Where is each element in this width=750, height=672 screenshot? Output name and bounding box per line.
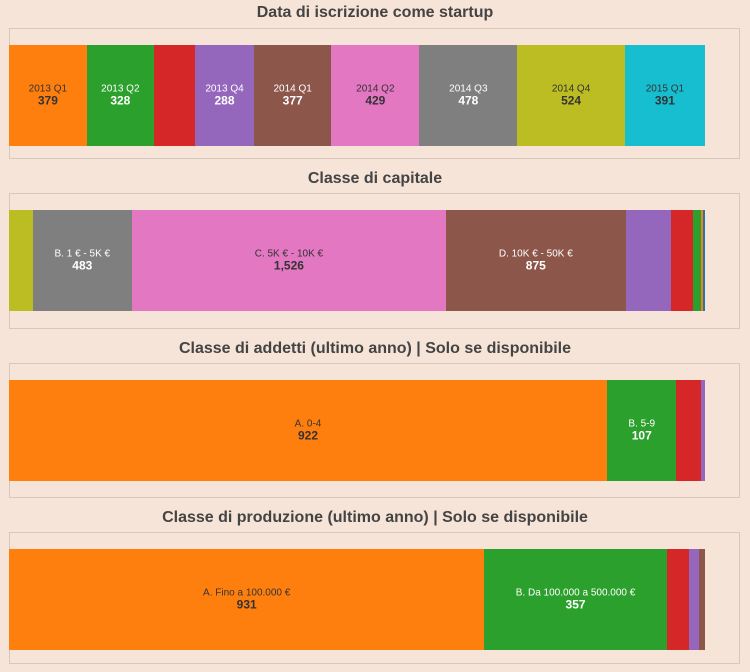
segment-value-label: 483 [72,258,93,273]
bar-segment[interactable]: D. 10K € - 50K €875 [445,210,626,311]
bar-segment[interactable]: A. Fino a 100.000 €931 [9,549,485,650]
bar-segment[interactable]: 2013 Q4 288 [194,45,255,146]
bar-segment[interactable] [701,380,705,481]
bar-segment[interactable] [692,210,701,311]
segment-value-label: 357 [565,597,586,612]
bar-segment[interactable] [689,549,699,650]
segment-category-label: 2013 Q1 [28,82,68,94]
bar-segment[interactable] [703,210,705,311]
chart-title-classe-produzione: Classe di produzione (ultimo anno) | Sol… [162,509,588,526]
segment-data-label: B. 1 € - 5K €483 [33,248,132,273]
bar-segment[interactable]: 2013 Q2 328 [86,45,154,146]
segment-value-label: 379 [37,93,58,108]
segment-category-label: C. 5K € - 10K € [254,247,324,259]
stacked-bar-classe-addetti: A. 0-4 922 B. 5-9 107 [9,380,705,481]
segment-category-label: D. 10K € - 50K € [498,247,573,259]
bar-segment[interactable]: A. 0-4 922 [9,380,608,481]
segment-value-label: 478 [458,93,479,108]
segment-data-label: 2013 Q1 379 [9,83,87,108]
segment-category-label: B. 1 € - 5K € [54,247,111,259]
bar-segment[interactable]: 2015 Q1 391 [624,45,705,146]
segment-category-label: 2013 Q4 [205,82,244,94]
bar-segment[interactable]: 2014 Q2 429 [331,45,420,146]
stacked-bar-classe-produzione: A. Fino a 100.000 €931 B. Da 100.000 a 50… [9,549,705,650]
bar-segment[interactable] [625,210,672,311]
bar-segment[interactable]: 2013 Q1 379 [9,45,87,146]
segment-category-label: 2014 Q4 [551,82,591,94]
bar-segment[interactable]: B. Da 100.000 a 500.000 €357 [484,549,667,650]
bar-segment[interactable] [153,45,195,146]
segment-data-label: 2015 Q1 391 [625,83,705,108]
segment-value-label: 377 [282,93,303,108]
segment-data-label: A. 0-4 922 [9,418,607,443]
bar-segment[interactable] [698,549,705,650]
segment-value-label: 1,526 [273,258,304,273]
stacked-bar-data-iscrizione: 2013 Q1 379 2013 Q2 328 2013 Q4 288 2014 Q1 377… [9,45,705,146]
segment-value-label: 931 [236,597,257,612]
segment-data-label: 2014 Q4 524 [517,83,624,108]
bar-segment[interactable] [671,210,693,311]
segment-data-label: B. 5-9 107 [607,418,676,443]
segment-value-label: 288 [214,93,235,108]
bar-segment[interactable] [700,210,704,311]
segment-value-label: 107 [631,428,652,443]
segment-category-label: A. Fino a 100.000 € [203,586,291,598]
bar-segment[interactable]: 2014 Q4 524 [517,45,625,146]
chart-title-data-iscrizione: Data di iscrizione come startup [256,4,494,21]
segment-data-label: 2014 Q2 429 [331,83,419,108]
segment-value-label: 429 [365,93,386,108]
segment-category-label: B. Da 100.000 a 500.000 € [515,586,636,598]
segment-data-label: C. 5K € - 10K €1,526 [132,248,446,273]
segment-category-label: 2014 Q2 [356,82,395,94]
bar-segment[interactable]: 2014 Q1 377 [254,45,332,146]
segment-data-label: A. Fino a 100.000 €931 [9,587,484,612]
stacked-bar-classe-capitale: B. 1 € - 5K €483 C. 5K € - 10K €1,526 D. 1… [9,210,705,311]
segment-value-label: 922 [298,428,319,443]
segment-data-label: 2014 Q3 478 [419,83,517,108]
segment-data-label: 2013 Q2 328 [87,83,154,108]
segment-category-label: B. 5-9 [628,417,656,429]
chart-title-classe-addetti: Classe di addetti (ultimo anno) | Solo s… [178,340,572,357]
bar-segment[interactable] [676,380,702,481]
segment-value-label: 391 [654,93,675,108]
segment-category-label: 2013 Q2 [101,82,140,94]
segment-data-label: 2014 Q1 377 [254,83,331,108]
bar-segment[interactable]: B. 1 € - 5K €483 [32,210,132,311]
bar-segment[interactable] [666,549,690,650]
segment-value-label: 875 [525,258,546,273]
segment-value-label: 524 [561,93,582,108]
segment-data-label: B. Da 100.000 a 500.000 €357 [484,587,666,612]
segment-category-label: 2014 Q3 [449,82,488,94]
segment-data-label: 2013 Q4 288 [195,83,254,108]
segment-category-label: 2014 Q1 [273,82,312,94]
segment-data-label: D. 10K € - 50K €875 [446,248,626,273]
segment-category-label: 2015 Q1 [645,82,685,94]
bar-segment[interactable]: B. 5-9 107 [607,380,677,481]
segment-value-label: 328 [110,93,131,108]
bar-segment[interactable]: C. 5K € - 10K €1,526 [131,210,446,311]
segment-category-label: A. 0-4 [294,417,322,429]
bar-segment[interactable]: 2014 Q3 478 [419,45,518,146]
chart-title-classe-capitale: Classe di capitale [307,170,443,187]
bar-segment[interactable] [9,210,33,311]
